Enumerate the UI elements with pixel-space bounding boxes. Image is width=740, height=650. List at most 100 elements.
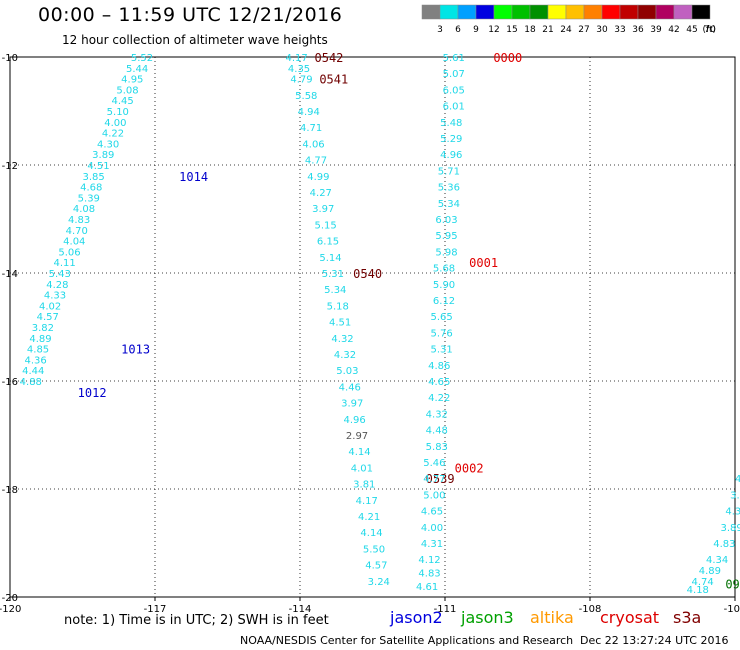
pass-time-label: 09 [725, 578, 739, 592]
legend-label: 3 [437, 25, 443, 35]
legend-swatch [511, 4, 531, 20]
wave-height-value: 4.77 [305, 156, 327, 167]
legend-swatch [493, 4, 513, 20]
wave-height-value: 5.29 [440, 134, 462, 145]
lat-tick-label: -14 [2, 269, 18, 280]
pass-time-label: 0002 [455, 461, 484, 475]
wave-height-value: 5.46 [423, 458, 445, 469]
satellite-jason3: jason3 [461, 608, 514, 627]
legend-swatch [673, 4, 693, 20]
wave-height-value: 4.32 [334, 350, 356, 361]
pass-time-label: 1013 [121, 343, 150, 357]
wave-height-value: 5.90 [433, 280, 455, 291]
lon-tick-label: -105 [724, 604, 740, 615]
legend-label: 45 [686, 25, 697, 35]
lon-tick-label: -117 [144, 604, 167, 615]
wave-height-value: 6.15 [317, 237, 339, 248]
generated-timestamp: Dec 22 13:27:24 UTC 2016 [580, 634, 729, 647]
wave-height-value: 3.85 [83, 172, 105, 183]
wave-height-value: 4.34 [706, 555, 728, 566]
satellite-altika: altika [530, 608, 574, 627]
wave-height-value: 4.99 [307, 172, 329, 183]
wave-height-value: 3.89 [92, 150, 114, 161]
wave-height-value: 4.88 [20, 377, 42, 388]
wave-height-value: 4.35 [288, 64, 310, 75]
footnote: note: 1) Time is in UTC; 2) SWH is in fe… [64, 613, 329, 628]
legend-swatch [547, 4, 567, 20]
wave-height-value: 5.36 [438, 183, 460, 194]
wave-height-value: 4.12 [418, 555, 440, 566]
wave-height-value: 6.01 [443, 102, 465, 113]
wave-height-value: 6.05 [443, 85, 465, 96]
satellite-cryosat: cryosat [600, 608, 660, 627]
wave-height-value: 5.34 [438, 199, 460, 210]
wave-height-value: 4.3 [725, 507, 740, 518]
wave-height-value: 4.00 [104, 118, 126, 129]
wave-height-value: 3.81 [353, 480, 375, 491]
wave-height-value: 4.89 [699, 566, 721, 577]
legend-swatch [655, 4, 675, 20]
wave-height-value: 4.89 [29, 334, 51, 345]
wave-height-value: 4.14 [360, 528, 382, 539]
wave-height-value: 5.34 [324, 285, 346, 296]
legend-swatch [565, 4, 585, 20]
wave-height-value: 4.18 [687, 585, 709, 596]
wave-height-value: 4.46 [339, 382, 361, 393]
legend-label: 42 [668, 25, 679, 35]
wave-height-value: 4.83 [713, 539, 735, 550]
legend-swatch [457, 4, 477, 20]
wave-height-value: 4.61 [416, 582, 438, 593]
pass-time-label: 1014 [179, 170, 208, 184]
wave-height-value: 4.94 [298, 107, 320, 118]
wave-height-value: 4.51 [329, 318, 351, 329]
wave-height-value: 4.57 [37, 312, 59, 323]
wave-height-value: 4.06 [302, 139, 324, 150]
lat-tick-label: -10 [2, 53, 18, 64]
wave-height-value: 5.76 [431, 328, 453, 339]
pass-time-label: 0541 [319, 73, 348, 87]
lat-tick-label: -20 [2, 593, 18, 604]
wave-height-value: 4.79 [290, 75, 312, 86]
wave-height-value: 5.48 [440, 118, 462, 129]
wave-height-value: 4.68 [80, 183, 102, 194]
wave-height-value: 5.68 [433, 264, 455, 275]
lon-tick-label: -111 [434, 604, 457, 615]
wave-height-value: 5.39 [78, 193, 100, 204]
legend-swatch [421, 4, 441, 20]
legend-label: 27 [578, 25, 589, 35]
wave-height-value: 5.65 [431, 312, 453, 323]
wave-height-value: 4.28 [46, 280, 68, 291]
wave-height-value: 4.85 [27, 345, 49, 356]
wave-height-value: 3.97 [312, 204, 334, 215]
legend-swatch [619, 4, 639, 20]
map-frame [9, 56, 736, 598]
legend-swatch [601, 4, 621, 20]
wave-height-value: 4.27 [310, 188, 332, 199]
wave-height-value: 5.08 [116, 85, 138, 96]
wave-height-value: 4.57 [365, 561, 387, 572]
wave-height-value: 4.51 [87, 161, 109, 172]
wave-height-value: 5.52 [131, 53, 153, 64]
wave-height-value: 5.15 [315, 220, 337, 231]
wave-height-value: 5.03 [336, 366, 358, 377]
wave-height-value: 4.96 [440, 150, 462, 161]
wave-height-value: 4.11 [54, 258, 76, 269]
wave-height-value: 4.31 [421, 539, 443, 550]
legend-swatch [637, 4, 657, 20]
wave-height-value: 4.48 [426, 426, 448, 437]
wave-height-value: 4.02 [39, 301, 61, 312]
pass-time-label: 1012 [78, 386, 107, 400]
wave-height-value: 5.50 [363, 544, 385, 555]
legend-swatch [529, 4, 549, 20]
legend-label: 12 [488, 25, 499, 35]
legend-label: 15 [506, 25, 517, 35]
lon-tick-label: -108 [579, 604, 602, 615]
legend-swatch [583, 4, 603, 20]
wave-height-value: 4.83 [418, 569, 440, 580]
wave-height-value: 4.96 [344, 415, 366, 426]
legend-label: 30 [596, 25, 608, 35]
wave-height-value: 4.01 [351, 463, 373, 474]
wave-height-value: 5.61 [443, 53, 465, 64]
wave-height-value: 4.65 [428, 377, 450, 388]
